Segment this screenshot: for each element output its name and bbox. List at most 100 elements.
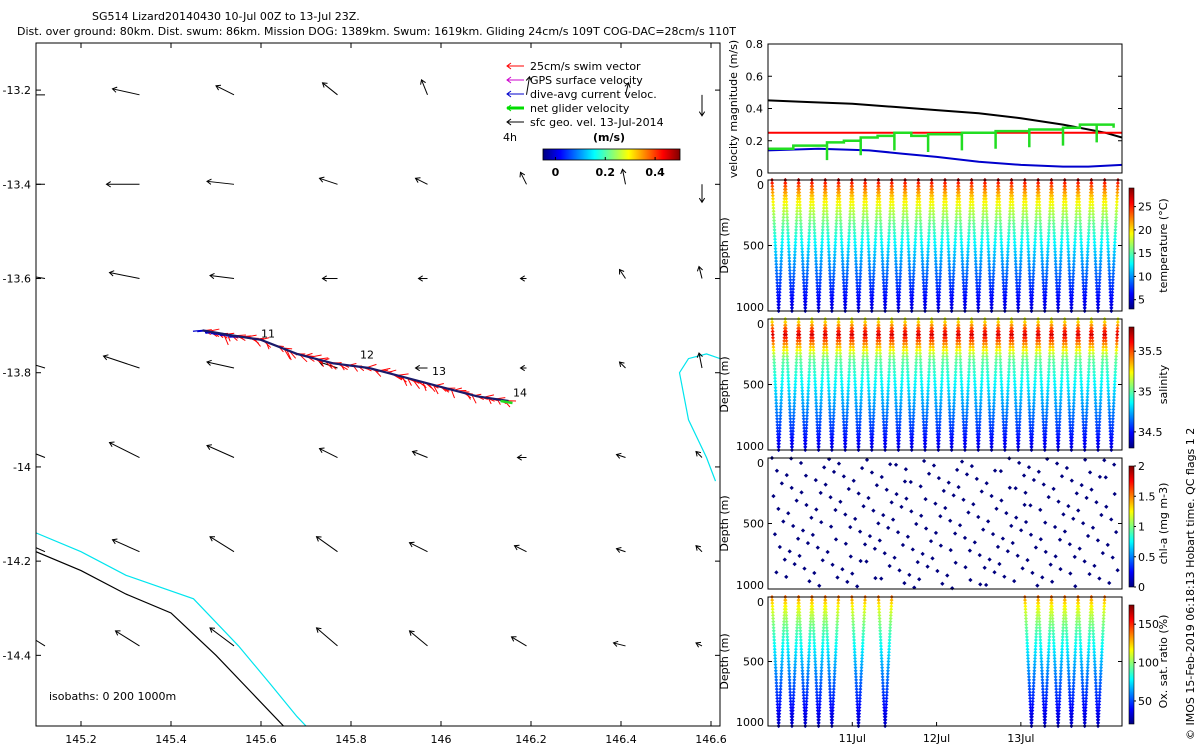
profile-point <box>879 246 884 251</box>
profile-point <box>859 246 864 251</box>
profile-point <box>835 199 840 204</box>
profile-point <box>924 271 929 276</box>
profile-point <box>957 209 962 214</box>
profile-point <box>795 199 800 204</box>
profile-point <box>850 199 855 204</box>
profile-point <box>888 202 893 207</box>
profile-point <box>956 181 961 186</box>
profile-point <box>959 240 964 245</box>
swim-vector <box>223 333 229 346</box>
profile-point <box>812 234 817 239</box>
current-arrow <box>519 364 527 372</box>
profile-point <box>904 206 909 211</box>
profile-colorbar <box>1128 187 1135 310</box>
profile-point <box>934 271 939 276</box>
current-arrow <box>209 272 235 280</box>
profile-point <box>788 274 793 279</box>
profile-point <box>898 268 903 273</box>
current-arrow <box>624 81 631 95</box>
profile-point <box>906 240 911 245</box>
profile-point <box>839 231 844 236</box>
current-arrow <box>206 359 235 369</box>
profile-point <box>786 240 791 245</box>
profile-point <box>953 227 958 232</box>
current-arrow <box>36 547 46 553</box>
legend-label: sfc geo. vel. 13-Jul-2014 <box>530 116 664 129</box>
profile-point <box>852 234 857 239</box>
current-arrow <box>417 275 428 282</box>
profile-point <box>846 240 851 245</box>
profile-point <box>965 265 970 270</box>
profile-point <box>796 181 801 186</box>
profile-point <box>873 237 878 242</box>
current-arrow <box>414 364 428 372</box>
profile-point <box>840 265 845 270</box>
profile-y-tick-label: 1000 <box>736 301 764 314</box>
profile-point <box>873 227 878 232</box>
profile-point <box>901 206 906 211</box>
profile-point <box>781 209 786 214</box>
current-arrow <box>111 86 140 96</box>
profile-point <box>886 237 891 242</box>
isobath-200m <box>36 532 307 726</box>
profile-point <box>899 240 904 245</box>
profile-colorbar-tick-label: 35 <box>1138 386 1152 399</box>
profile-point <box>890 196 895 201</box>
profile-point <box>866 246 871 251</box>
current-arrow <box>695 450 703 458</box>
profile-point <box>957 206 962 211</box>
legend-label: dive-avg current veloc. <box>530 88 657 101</box>
map-frame <box>35 42 721 727</box>
profile-point <box>773 252 778 257</box>
current-arrow <box>36 453 46 458</box>
profile-point <box>866 237 871 242</box>
profile-point <box>858 265 863 270</box>
map-colorbar <box>542 148 681 161</box>
track-day-label: 11 <box>261 327 275 340</box>
profile-point <box>784 196 789 201</box>
velocity-series-net-glider <box>768 123 1115 161</box>
profile-point <box>928 202 933 207</box>
legend-entry: dive-avg current veloc. <box>506 88 657 101</box>
current-arrow <box>206 444 235 458</box>
profile-point <box>913 231 918 236</box>
profile-point <box>814 268 819 273</box>
legend-arrowhead <box>506 62 512 70</box>
profile-colorbar-tick-label: 20 <box>1138 224 1152 237</box>
profile-point <box>791 274 796 279</box>
profile-point <box>778 274 783 279</box>
profile-point <box>848 199 853 204</box>
profile-point <box>799 227 804 232</box>
map-y-tick-label: -14.4 <box>3 649 31 662</box>
current-arrow <box>696 265 703 279</box>
profile-point <box>947 265 952 270</box>
profile-point <box>864 202 869 207</box>
profile-y-tick-label: 500 <box>743 379 764 392</box>
map-x-tick-label: 145.4 <box>155 733 187 746</box>
velocity-y-tick-label: 0.8 <box>746 38 764 51</box>
profile-point <box>866 243 871 248</box>
profile-point <box>793 231 798 236</box>
profile-point <box>841 274 846 279</box>
profile-point <box>793 246 798 251</box>
profile-point <box>901 209 906 214</box>
profile-point <box>835 202 840 207</box>
profile-point <box>820 234 825 239</box>
profile-point <box>953 234 958 239</box>
isobath-1000m <box>36 551 284 726</box>
profile-point <box>941 202 946 207</box>
profile-point <box>968 199 973 204</box>
profile-point <box>927 212 932 217</box>
profile-point <box>943 196 948 201</box>
profile-point <box>887 227 892 232</box>
profile-point <box>930 196 935 201</box>
profile-point <box>878 212 883 217</box>
profile-point <box>877 206 882 211</box>
profile-point <box>940 227 945 232</box>
profile-point <box>911 274 916 279</box>
profile-point <box>797 202 802 207</box>
profile-point <box>885 271 889 276</box>
profile-point <box>898 274 903 279</box>
map-x-axis: 145.2 145.4 145.6 145.8 146 146.2 146.4 146.6 <box>65 43 727 746</box>
